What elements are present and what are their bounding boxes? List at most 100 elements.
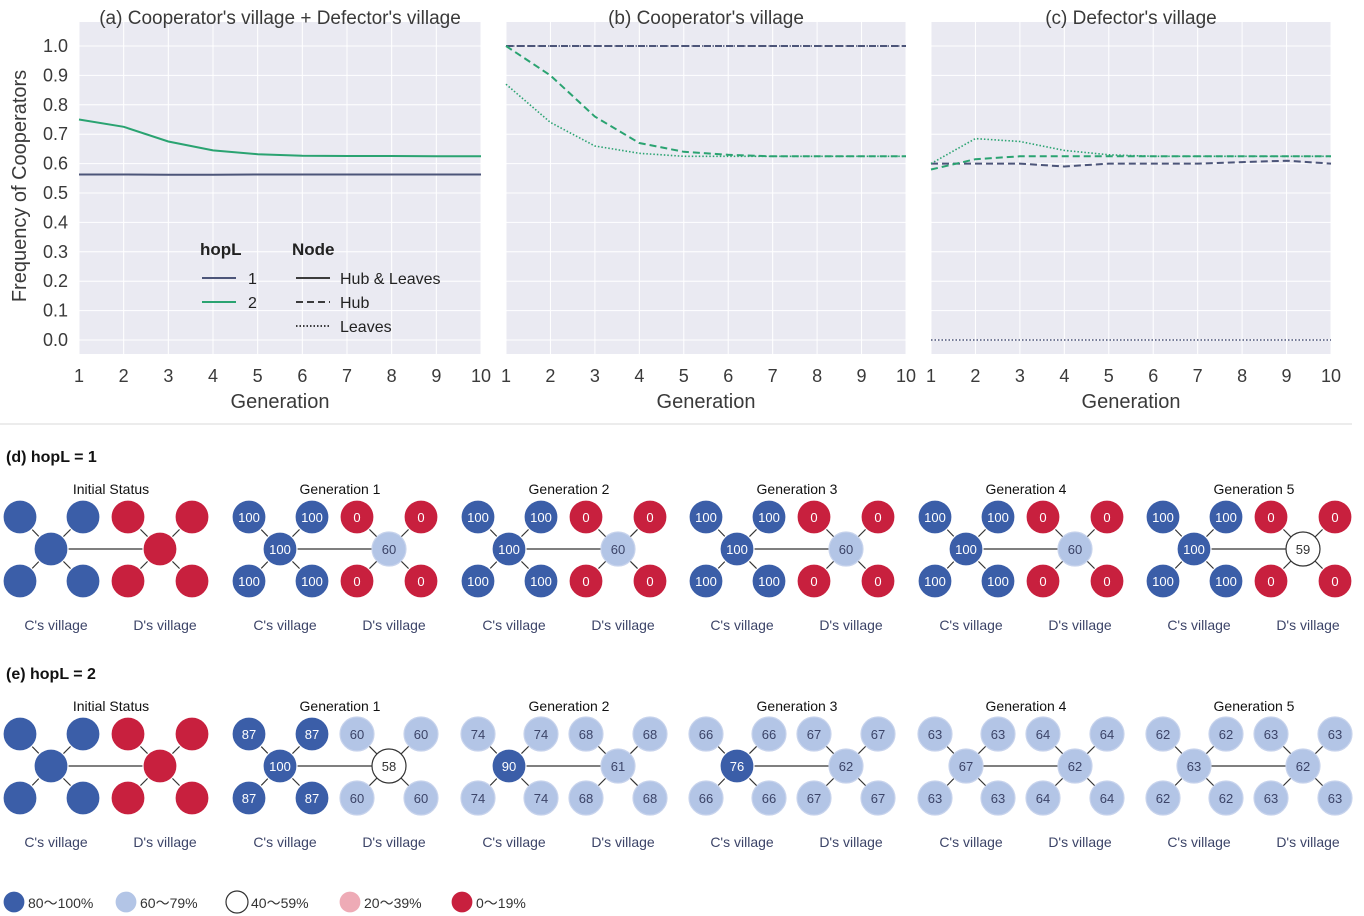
x-axis-label: Generation — [231, 391, 330, 413]
node-value: 100 — [1152, 574, 1174, 589]
network-node — [403, 499, 439, 535]
node-value: 66 — [699, 791, 713, 806]
node-value: 67 — [871, 727, 885, 742]
legend-label-hopL-2: 2 — [248, 295, 257, 312]
node-value: 100 — [987, 574, 1009, 589]
village-label-c: C's village — [482, 617, 546, 633]
village-label-d: D's village — [362, 617, 426, 633]
chart-title: (c) Defector's village — [1045, 8, 1217, 29]
node-value: 60 — [839, 542, 853, 557]
network-node — [1253, 499, 1289, 535]
node-value: 67 — [871, 791, 885, 806]
network-diagram: Generation 5 62 62 62 62 63 63 63 63 63 62 C's vill… — [1145, 698, 1353, 850]
legend-label-node: Leaves — [340, 319, 392, 336]
network-node — [339, 716, 375, 752]
node-value: 63 — [1328, 727, 1342, 742]
village-label-d: D's village — [133, 617, 197, 633]
node-value: 100 — [301, 510, 323, 525]
color-legend-label: 40〜59% — [251, 895, 309, 911]
network-node — [403, 716, 439, 752]
node-value: 100 — [924, 574, 946, 589]
network-node — [1176, 748, 1212, 784]
legend-hopL-title: hopL — [200, 240, 242, 259]
node-value: 100 — [530, 510, 552, 525]
node-value: 0 — [582, 574, 589, 589]
node-value: 62 — [1219, 791, 1233, 806]
node-value: 62 — [1296, 759, 1310, 774]
network-node — [1285, 748, 1321, 784]
network-node — [1317, 716, 1353, 752]
network-node — [110, 563, 146, 599]
x-tick-label: 8 — [387, 366, 397, 386]
node-value: 66 — [762, 791, 776, 806]
chart-title: (a) Cooperator's village + Defector's vi… — [99, 8, 461, 29]
x-tick-label: 1 — [926, 366, 936, 386]
network-node — [491, 748, 527, 784]
network-node — [1025, 780, 1061, 816]
network-node — [632, 716, 668, 752]
network-node — [980, 563, 1016, 599]
network-title: Generation 5 — [1214, 481, 1295, 497]
network-title: Initial Status — [73, 698, 149, 714]
network-node — [719, 531, 755, 567]
x-tick-label: 10 — [896, 366, 916, 386]
series-line-hopL1-dashed — [931, 159, 1332, 168]
series-line-hopL2-dotted — [930, 137, 1331, 165]
color-legend-swatch — [338, 890, 362, 914]
network-node — [1145, 563, 1181, 599]
section-label: (d) hopL = 1 — [6, 449, 97, 466]
node-value: 0 — [874, 510, 881, 525]
network-node — [860, 716, 896, 752]
network-node — [1089, 563, 1125, 599]
node-value: 100 — [987, 510, 1009, 525]
network-node — [1025, 499, 1061, 535]
node-value: 100 — [758, 510, 780, 525]
y-tick-label: 0.9 — [43, 65, 68, 85]
network-node — [523, 499, 559, 535]
x-tick-label: 9 — [1282, 366, 1292, 386]
node-value: 87 — [305, 727, 319, 742]
network-node — [1208, 780, 1244, 816]
network-node — [796, 716, 832, 752]
network-node — [1145, 716, 1181, 752]
network-diagram: Generation 5 100 100 100 100 0 0 0 0 100 59 C's vil… — [1145, 481, 1353, 633]
y-tick-label: 1.0 — [43, 36, 68, 56]
node-value: 100 — [301, 574, 323, 589]
node-value: 0 — [1039, 574, 1046, 589]
network-node — [339, 563, 375, 599]
node-value: 0 — [417, 574, 424, 589]
node-value: 63 — [928, 727, 942, 742]
node-value: 0 — [810, 510, 817, 525]
y-axis-label: Frequency of Cooperators — [9, 70, 31, 302]
network-node — [1145, 499, 1181, 535]
node-value: 0 — [353, 574, 360, 589]
village-label-c: C's village — [1167, 834, 1231, 850]
network-title: Generation 4 — [986, 698, 1067, 714]
node-value: 100 — [467, 510, 489, 525]
section-label: (e) hopL = 2 — [6, 666, 96, 683]
node-value: 0 — [646, 574, 653, 589]
network-node — [796, 499, 832, 535]
network-node — [828, 748, 864, 784]
y-tick-label: 0.2 — [43, 271, 68, 291]
x-tick-label: 7 — [1193, 366, 1203, 386]
network-node — [460, 499, 496, 535]
network-node — [568, 499, 604, 535]
network-node — [174, 499, 210, 535]
node-value: 0 — [582, 510, 589, 525]
node-value: 63 — [928, 791, 942, 806]
node-value: 100 — [498, 542, 520, 557]
network-node — [174, 716, 210, 752]
network-node — [980, 780, 1016, 816]
color-legend-swatch — [225, 890, 249, 914]
node-value: 64 — [1100, 791, 1114, 806]
node-value: 76 — [730, 759, 744, 774]
network-node — [1145, 780, 1181, 816]
network-node — [1208, 716, 1244, 752]
chart-title: (b) Cooperator's village — [608, 8, 804, 29]
village-label-d: D's village — [1276, 617, 1340, 633]
node-value: 63 — [991, 727, 1005, 742]
network-node — [1057, 531, 1093, 567]
node-value: 87 — [305, 791, 319, 806]
network-node — [1317, 499, 1353, 535]
